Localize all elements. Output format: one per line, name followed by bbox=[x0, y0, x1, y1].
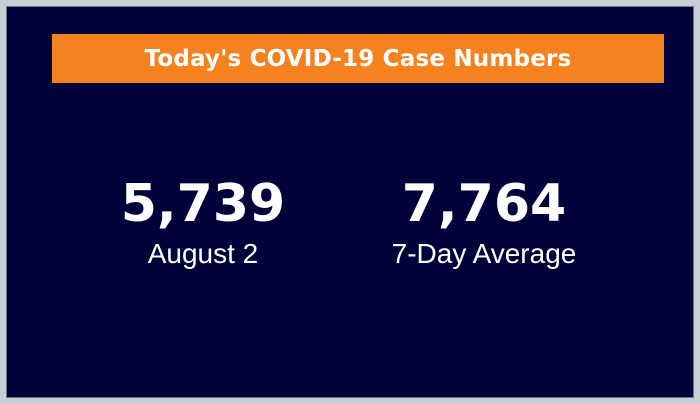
title-banner: Today's COVID-19 Case Numbers bbox=[52, 34, 664, 83]
daily-cases-stat: 5,739 August 2 bbox=[73, 175, 333, 271]
daily-cases-label: August 2 bbox=[147, 238, 259, 269]
banner-title: Today's COVID-19 Case Numbers bbox=[144, 45, 572, 72]
seven-day-average-label: 7-Day Average bbox=[391, 238, 577, 269]
case-numbers-panel: Today's COVID-19 Case Numbers 5,739 Augu… bbox=[6, 6, 694, 398]
seven-day-average-value: 7,764 bbox=[401, 174, 567, 234]
daily-cases-value: 5,739 bbox=[120, 174, 286, 234]
seven-day-average-stat: 7,764 7-Day Average bbox=[354, 175, 614, 271]
